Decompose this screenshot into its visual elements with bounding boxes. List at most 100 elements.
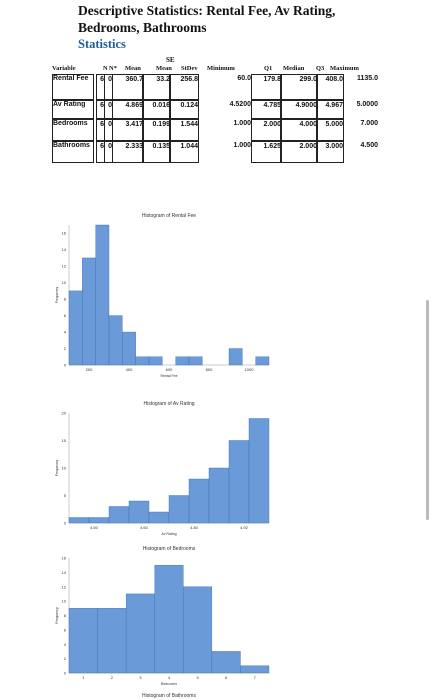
se-header: SE [166, 56, 175, 64]
cell-mean: 4.869 [112, 100, 144, 119]
x-axis-label: Av Rating [161, 532, 176, 536]
cell-min: 1.000 [233, 120, 251, 127]
chart-title: Histogram of Bathrooms [142, 693, 196, 699]
cell-mean: 3.417 [112, 119, 144, 141]
x-tick-label: 1000 [245, 367, 255, 372]
y-tick-label: 16 [62, 556, 67, 561]
x-tick-label: 4.50 [90, 525, 99, 530]
cell-variable: Bathrooms [52, 141, 94, 163]
x-tick-label: 4.80 [190, 525, 199, 530]
y-tick-label: 14 [62, 570, 67, 575]
cell-stdev: 1.544 [169, 119, 199, 141]
cell-mean: 2.333 [112, 141, 144, 163]
y-tick-label: 12 [62, 584, 67, 589]
cell-q3: 3.000 [316, 141, 344, 163]
histogram-av-rating: Histogram of Av Rating 0 5 10 15 20 4.50 4.60 4.… [55, 401, 270, 536]
chart-title: Histogram of Av Rating [143, 401, 194, 407]
histogram-bar [88, 517, 110, 524]
y-tick-label: 0 [64, 521, 67, 526]
header-q3: Q3 [316, 65, 325, 72]
histogram-bar [148, 511, 170, 524]
x-tick-label: 4.92 [240, 525, 249, 530]
cell-variable: Rental Fee [52, 74, 94, 100]
y-tick-label: 12 [62, 264, 67, 269]
cell-median: 299.0 [280, 74, 318, 100]
scrollbar[interactable] [426, 300, 429, 520]
y-tick-label: 15 [62, 438, 67, 443]
histogram-bar [97, 608, 127, 674]
cell-max: 4.500 [360, 142, 378, 149]
header-nstar: N* [109, 65, 117, 72]
y-tick-label: 0 [64, 363, 67, 368]
cell-semean: 0.135 [142, 141, 171, 163]
y-tick-label: 8 [64, 297, 67, 302]
cell-q1: 4.785 [251, 100, 282, 119]
histogram-bar [211, 651, 241, 674]
histogram-bar [135, 356, 150, 366]
chart-title: Histogram of Bedrooms [143, 546, 196, 552]
histogram-bar [183, 586, 213, 674]
cell-stdev: 0.124 [169, 100, 199, 119]
page-title: Descriptive Statistics: Rental Fee, Av R… [78, 3, 336, 35]
x-tick-label: 5 [196, 675, 199, 680]
histogram-bar [108, 315, 123, 366]
x-axis-label: Rental Fee [160, 374, 177, 378]
y-tick-label: 4 [64, 642, 67, 647]
histogram-bar [68, 517, 90, 524]
x-tick-label: 800 [206, 367, 213, 372]
cell-q1: 2.000 [251, 119, 282, 141]
y-tick-label: 10 [62, 466, 67, 471]
header-variable: Variable [52, 65, 76, 72]
x-tick-label: 400 [126, 367, 133, 372]
histogram-bar [108, 506, 130, 524]
x-tick-label: 1 [82, 675, 85, 680]
cell-q3: 5.000 [316, 119, 344, 141]
histogram-bar [188, 356, 203, 366]
cell-stdev: 256.8 [169, 74, 199, 100]
histogram-bar [248, 418, 270, 524]
histogram-bar [228, 348, 243, 366]
histogram-rental-fee: Histogram of Rental Fee 0 2 4 6 8 10 12 14 16 200 4… [55, 213, 270, 378]
cell-max: 1135.0 [356, 75, 378, 82]
x-tick-label: 2 [111, 675, 114, 680]
histogram-bar [82, 257, 96, 366]
header-n: N [103, 65, 108, 72]
y-tick-label: 16 [62, 231, 67, 236]
x-tick-label: 4 [168, 675, 171, 680]
y-axis-label: Frequency [55, 286, 59, 303]
x-tick-label: 600 [166, 367, 173, 372]
header-mean: Mean [125, 65, 141, 72]
header-median: Median [283, 65, 305, 72]
cell-max: 5.0000 [356, 101, 378, 108]
y-tick-label: 6 [64, 313, 67, 318]
cell-q3: 4.967 [316, 100, 344, 119]
cell-variable: Bedrooms [52, 119, 94, 141]
header-se-mean: Mean [156, 65, 172, 72]
header-q1: Q1 [264, 65, 273, 72]
y-axis-label: Frequency [55, 607, 59, 624]
histogram-bar [95, 224, 110, 366]
cell-q3: 408.0 [316, 74, 344, 100]
y-tick-label: 2 [64, 346, 67, 351]
cell-mean: 360.7 [112, 74, 144, 100]
y-tick-label: 8 [64, 613, 67, 618]
header-stdev: StDev [181, 65, 198, 72]
cell-variable: Av Rating [52, 100, 94, 119]
section-subtitle: Statistics [78, 37, 126, 51]
cell-max: 7.000 [360, 120, 378, 127]
y-tick-label: 10 [62, 599, 67, 604]
x-tick-label: 4.60 [140, 525, 149, 530]
y-tick-label: 20 [62, 411, 67, 416]
y-tick-label: 5 [64, 493, 67, 498]
x-tick-label: 3 [139, 675, 142, 680]
table-row: Rental Fee 6 0 360.7 33.2 256.8 60.0 179.8 299.0… [52, 74, 378, 100]
chart-title: Histogram of Rental Fee [142, 213, 196, 219]
x-tick-label: 6 [225, 675, 228, 680]
x-tick-label: 200 [86, 367, 93, 372]
table-row: Bedrooms 6 0 3.417 0.199 1.544 1.000 2.000 4.000… [52, 119, 378, 141]
histogram-bar [240, 665, 270, 674]
header-minimum: Minimum [207, 65, 235, 72]
histogram-bar [122, 331, 136, 366]
cell-stdev: 1.044 [169, 141, 199, 163]
